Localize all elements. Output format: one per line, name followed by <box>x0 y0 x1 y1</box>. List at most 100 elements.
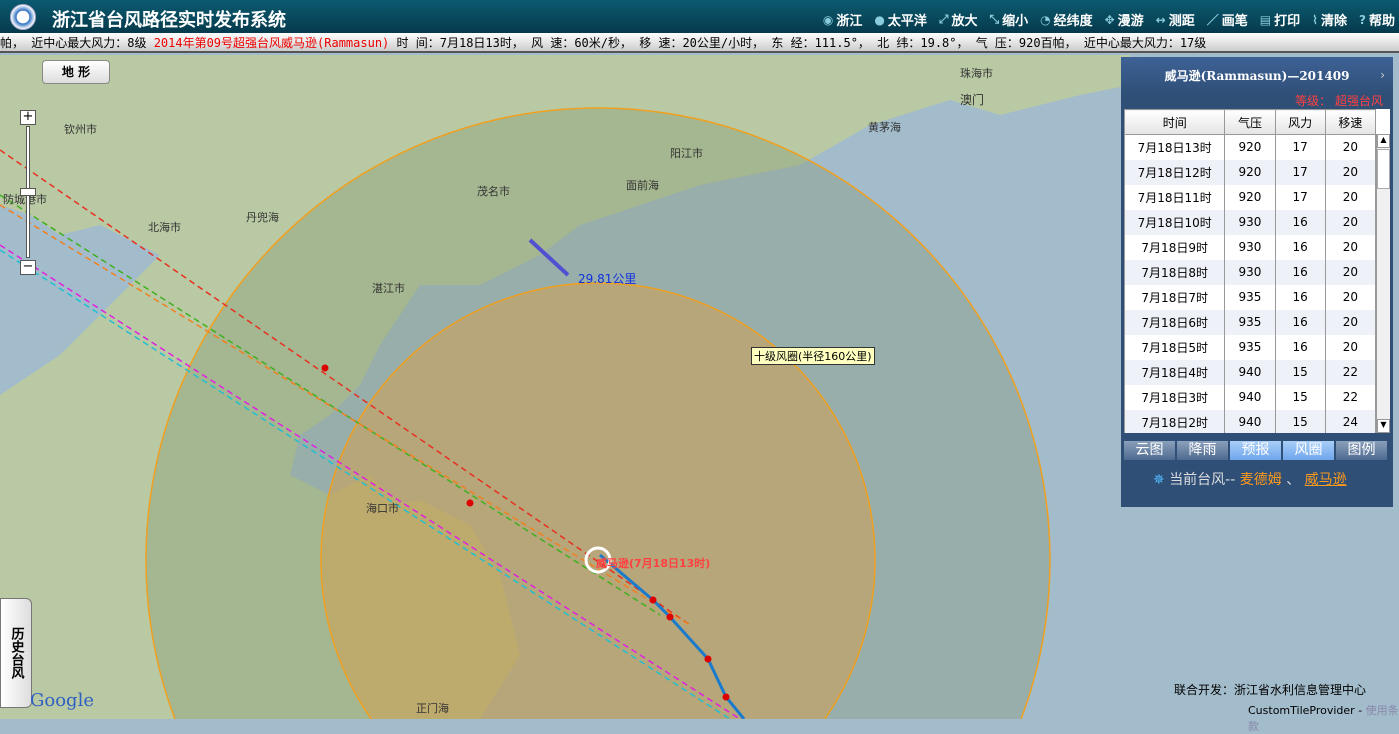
globe-icon: ◉ <box>822 12 834 27</box>
forecast-track-cyan <box>0 249 731 719</box>
ticker-typhoon-name: 2014年第09号超强台风威马逊(Rammasun) <box>153 36 390 50</box>
place-label: 正门海 <box>416 702 449 715</box>
tool-pen-button[interactable]: ／画笔 <box>1207 10 1248 29</box>
wind-circle-7-outline <box>145 107 1051 719</box>
table-cell: 15 <box>1274 359 1326 385</box>
tool-globe-button[interactable]: ◉ 浙江 <box>822 10 863 30</box>
table-cell: 20 <box>1324 184 1377 210</box>
next-arrow-icon[interactable]: › <box>1380 68 1385 82</box>
zoom-handle[interactable] <box>20 188 36 196</box>
table-cell: 16 <box>1274 334 1326 360</box>
table-cell: 16 <box>1274 234 1326 260</box>
clock-icon: ◔ <box>1040 12 1051 27</box>
land-mainland <box>0 55 1130 719</box>
tool-label: 清除 <box>1321 14 1348 29</box>
column-header[interactable]: 时间 <box>1124 109 1226 135</box>
panel-title: 威马逊(Rammasun)—201409 <box>1121 57 1393 95</box>
table-row[interactable]: 7月18日10时 930 16 20 <box>1124 209 1377 235</box>
table-cell: 930 <box>1224 209 1276 235</box>
globe-blue-icon: ● <box>874 12 885 27</box>
table-cell: 935 <box>1224 334 1276 360</box>
place-label: 北海市 <box>148 221 181 234</box>
info-ticker: 帕， 近中心最大风力：8级 2014年第09号超强台风威马逊(Rammasun)… <box>0 33 1399 53</box>
table-row[interactable]: 7月18日11时 920 17 20 <box>1124 184 1377 210</box>
zoom-in-button[interactable]: + <box>20 110 36 125</box>
table-cell: 7月18日12时 <box>1124 159 1226 185</box>
terrain-button[interactable]: 地 形 <box>42 60 110 84</box>
typhoon-link[interactable]: 麦德姆 <box>1239 472 1282 488</box>
table-row[interactable]: 7月18日9时 930 16 20 <box>1124 234 1377 260</box>
typhoon-link[interactable]: 威马逊 <box>1304 472 1347 488</box>
tool-globe-blue-button[interactable]: ● 太平洋 <box>874 10 927 30</box>
table-cell: 940 <box>1224 409 1276 433</box>
column-header[interactable]: 移速 <box>1324 109 1377 135</box>
table-cell: 7月18日11时 <box>1124 184 1226 210</box>
tool-broom-button[interactable]: ⌇ 清除 <box>1312 10 1348 30</box>
table-row[interactable]: 7月18日2时 940 15 24 <box>1124 409 1377 433</box>
table-cell: 7月18日8时 <box>1124 259 1226 285</box>
table-row[interactable]: 7月18日6时 935 16 20 <box>1124 309 1377 335</box>
broom-icon: ⌇ <box>1312 12 1318 27</box>
tool-measure-button[interactable]: ↔ 测距 <box>1156 10 1195 30</box>
tab-3[interactable]: 风圈 <box>1283 441 1334 460</box>
history-typhoon-tab[interactable]: 历史台风 <box>0 598 32 708</box>
tool-zoom-in-button[interactable]: ⤢ 放大 <box>939 10 978 29</box>
table-cell: 20 <box>1324 284 1377 310</box>
wind-circle-10-outline <box>320 282 876 719</box>
tool-label: 太平洋 <box>887 14 927 29</box>
tab-2[interactable]: 预报 <box>1230 441 1281 460</box>
tool-label: 帮助 <box>1368 14 1395 29</box>
scroll-thumb[interactable] <box>1377 149 1390 189</box>
column-header[interactable]: 气压 <box>1224 109 1276 135</box>
place-label: 海口市 <box>366 502 399 515</box>
tool-zoom-out-button[interactable]: ⤡ 缩小 <box>989 10 1028 29</box>
table-cell: 20 <box>1324 159 1377 185</box>
typhoon-label: 威马逊(7月18日13时) <box>596 557 711 570</box>
place-label: 湛江市 <box>372 282 405 295</box>
table-cell: 17 <box>1274 184 1326 210</box>
table-row[interactable]: 7月18日8时 930 16 20 <box>1124 259 1377 285</box>
google-logo: Google <box>30 690 94 711</box>
table-row[interactable]: 7月18日7时 935 16 20 <box>1124 284 1377 310</box>
table-row[interactable]: 7月18日3时 940 15 22 <box>1124 384 1377 410</box>
tab-0[interactable]: 云图 <box>1124 441 1175 460</box>
table-cell: 20 <box>1324 309 1377 335</box>
tab-4[interactable]: 图例 <box>1336 441 1387 460</box>
table-row[interactable]: 7月18日4时 940 15 22 <box>1124 359 1377 385</box>
tool-label: 缩小 <box>1002 14 1029 29</box>
zoom-slider[interactable]: + − <box>20 110 36 275</box>
tool-label: 浙江 <box>836 14 863 29</box>
table-cell: 20 <box>1324 334 1377 360</box>
table-cell: 930 <box>1224 234 1276 260</box>
table-cell: 7月18日5时 <box>1124 334 1226 360</box>
table-row[interactable]: 7月18日12时 920 17 20 <box>1124 159 1377 185</box>
footer-credit: 联合开发：浙江省水利信息管理中心 <box>1174 683 1367 697</box>
table-cell: 15 <box>1274 384 1326 410</box>
table-row[interactable]: 7月18日5时 935 16 20 <box>1124 334 1377 360</box>
table-cell: 17 <box>1274 159 1326 185</box>
scroll-down-arrow[interactable]: ▼ <box>1377 419 1390 433</box>
tool-label: 经纬度 <box>1053 14 1093 29</box>
tool-print-button[interactable]: ▤ 打印 <box>1259 10 1300 30</box>
typhoon-icon[interactable] <box>584 546 612 574</box>
table-row[interactable]: 7月18日13时 920 17 20 <box>1124 134 1377 160</box>
tool-help-button[interactable]: ? 帮助 <box>1359 10 1395 30</box>
tool-pan-button[interactable]: ✥ 漫游 <box>1104 10 1144 30</box>
table-cell: 940 <box>1224 384 1276 410</box>
tool-clock-button[interactable]: ◔ 经纬度 <box>1040 10 1093 30</box>
scroll-up-arrow[interactable]: ▲ <box>1377 134 1390 148</box>
table-cell: 7月18日7时 <box>1124 284 1226 310</box>
table-cell: 20 <box>1324 134 1377 160</box>
table-cell: 16 <box>1274 284 1326 310</box>
table-cell: 22 <box>1324 384 1377 410</box>
tab-1[interactable]: 降雨 <box>1177 441 1228 460</box>
table-cell: 7月18日2时 <box>1124 409 1226 433</box>
column-header[interactable]: 风力 <box>1274 109 1326 135</box>
provider: CustomTileProvider - <box>1248 704 1366 717</box>
typhoon-info-panel: 威马逊(Rammasun)—201409 › 等级： 超强台风 时间 气压 风力 移速… <box>1121 57 1393 507</box>
typhoon-level: 等级： 超强台风 <box>1295 94 1383 108</box>
print-icon: ▤ <box>1259 12 1272 27</box>
pan-icon: ✥ <box>1104 12 1115 27</box>
table-scrollbar[interactable]: ▲ ▼ <box>1376 134 1390 433</box>
zoom-out-button[interactable]: − <box>20 260 36 275</box>
